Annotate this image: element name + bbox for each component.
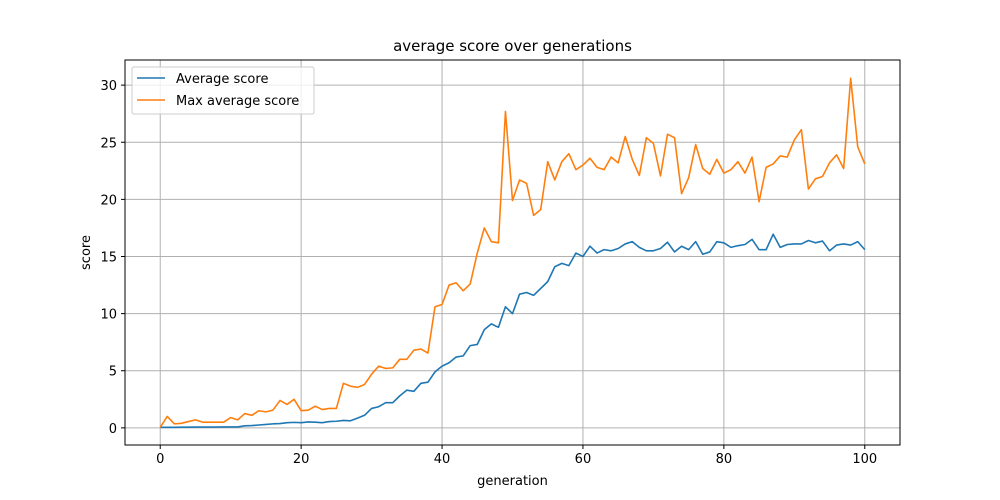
y-tick-label: 10 [100,308,117,323]
series-line-average-score [160,233,866,429]
legend-label: Average score [176,72,268,87]
legend: Average score Max average score [131,66,315,115]
y-tick-label: 20 [100,193,117,208]
y-tick-label: 25 [100,136,117,151]
y-tick-label: 0 [109,422,117,437]
x-tick-label: 80 [716,452,733,467]
y-axis-label: score [79,235,94,270]
plot-series [159,77,866,429]
x-axis-label: generation [477,474,548,489]
y-tick-label: 5 [109,365,117,380]
y-tick-label: 15 [100,250,117,265]
chart-title: average score over generations [393,37,632,55]
x-tick-label: 0 [156,452,164,467]
legend-box [131,66,315,115]
y-tick-label: 30 [100,79,117,94]
x-tick-label: 20 [293,452,310,467]
series-line-max-average-score [159,77,866,428]
plot-frame [124,59,901,446]
x-tick-label: 100 [852,452,877,467]
x-tick-label: 60 [575,452,592,467]
legend-label: Max average score [176,94,299,109]
x-axis-ticks: 0 20 40 60 80 100 [156,445,877,467]
y-axis-ticks: 0 5 10 15 20 25 30 [100,79,125,437]
x-tick-label: 40 [434,452,451,467]
